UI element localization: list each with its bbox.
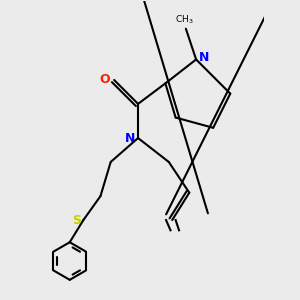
Text: O: O (99, 74, 110, 86)
Text: CH$_3$: CH$_3$ (175, 14, 194, 26)
Text: N: N (199, 51, 209, 64)
Text: S: S (72, 214, 81, 226)
Text: N: N (125, 131, 135, 145)
